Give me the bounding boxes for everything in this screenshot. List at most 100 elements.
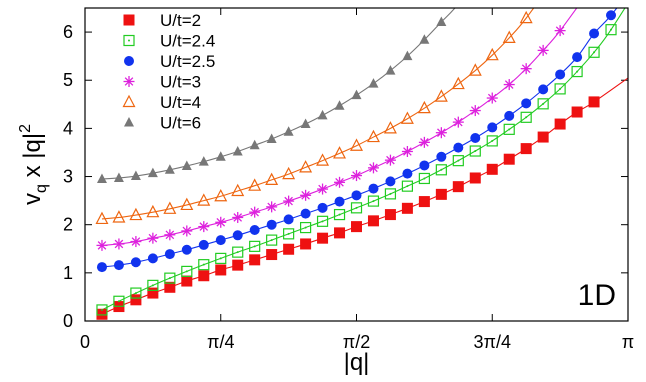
data-point <box>181 160 192 170</box>
data-point <box>538 84 549 95</box>
data-point <box>181 225 193 237</box>
data-point <box>435 188 447 200</box>
legend: U/t=2 U/t=2.4U/t=2.5 U/t=3U/t=4 U/t=6 <box>122 11 215 133</box>
data-point <box>300 189 312 201</box>
data-point <box>164 229 176 241</box>
plot-frame <box>84 7 629 322</box>
data-point <box>249 240 261 252</box>
data-point <box>198 270 210 282</box>
x-tick-label: π/4 <box>207 332 234 352</box>
legend-item: U/t=3 <box>123 73 201 92</box>
data-point <box>418 136 430 148</box>
legend-item: U/t=2.4 <box>123 32 215 51</box>
data-point <box>401 202 413 214</box>
data-point <box>452 181 464 193</box>
data-point <box>367 215 379 227</box>
data-point <box>351 190 362 201</box>
data-point <box>180 197 194 211</box>
data-point <box>300 238 312 250</box>
y-tick-label: 6 <box>63 22 73 42</box>
series-1 <box>96 24 617 316</box>
data-point <box>299 160 313 173</box>
data-point <box>147 253 158 264</box>
data-point <box>198 239 209 250</box>
data-point <box>215 264 227 276</box>
data-point <box>334 100 345 110</box>
data-point <box>418 196 430 208</box>
data-point <box>299 221 312 234</box>
data-point <box>147 232 159 244</box>
data-point <box>503 153 515 165</box>
data-point <box>146 204 160 218</box>
data-point <box>554 118 566 130</box>
data-point <box>232 230 243 241</box>
data-point <box>232 246 244 258</box>
data-point <box>198 221 210 233</box>
data-point <box>317 183 329 195</box>
legend-marker <box>123 76 135 87</box>
data-point <box>249 254 261 266</box>
data-point <box>555 69 566 80</box>
data-point <box>300 118 311 129</box>
data-point <box>95 211 109 225</box>
data-point <box>367 195 380 207</box>
data-point <box>502 30 516 43</box>
data-point <box>588 46 600 58</box>
y-tick-label: 1 <box>63 263 73 283</box>
data-point <box>214 188 228 202</box>
data-point <box>282 166 296 180</box>
data-point <box>198 259 210 271</box>
data-point <box>606 10 617 21</box>
data-point <box>198 156 209 166</box>
data-point <box>300 208 311 219</box>
data-point <box>317 202 328 213</box>
data-point <box>519 10 533 24</box>
data-point <box>283 214 294 225</box>
data-point <box>554 83 566 95</box>
data-point <box>520 143 532 155</box>
x-axis-label: |q| <box>344 349 370 376</box>
data-point <box>215 235 226 246</box>
data-point <box>537 98 549 110</box>
data-point <box>334 196 345 207</box>
panel-label: 1D <box>578 279 616 312</box>
data-point <box>96 262 107 273</box>
x-tick-label: π/2 <box>343 332 370 352</box>
data-point <box>283 126 294 136</box>
data-point <box>232 259 244 271</box>
data-point <box>96 173 107 183</box>
data-point <box>435 127 447 139</box>
data-point <box>350 202 363 214</box>
data-points <box>95 10 617 320</box>
legend-item: U/t=2 <box>123 11 201 30</box>
data-point <box>503 123 515 135</box>
data-point <box>468 63 482 76</box>
data-point <box>147 167 158 178</box>
data-point <box>418 172 430 185</box>
data-point <box>266 219 277 230</box>
data-point <box>181 265 193 278</box>
data-point <box>485 47 499 61</box>
data-point <box>112 210 126 223</box>
legend-item: U/t=4 <box>122 93 201 112</box>
data-point <box>232 211 244 223</box>
data-point <box>197 193 211 206</box>
data-point <box>181 244 192 255</box>
data-point <box>113 295 125 307</box>
data-point <box>419 160 430 171</box>
data-point <box>215 216 227 228</box>
legend-marker <box>123 14 135 26</box>
data-point <box>164 272 176 284</box>
data-point <box>351 170 363 182</box>
data-point <box>385 176 396 187</box>
data-point <box>266 234 278 246</box>
data-point <box>147 279 159 291</box>
data-point <box>283 243 295 255</box>
data-point <box>96 239 108 251</box>
data-point <box>605 24 617 36</box>
data-point <box>571 106 583 118</box>
data-point <box>451 76 465 90</box>
data-point <box>248 178 262 191</box>
data-point <box>351 89 362 100</box>
